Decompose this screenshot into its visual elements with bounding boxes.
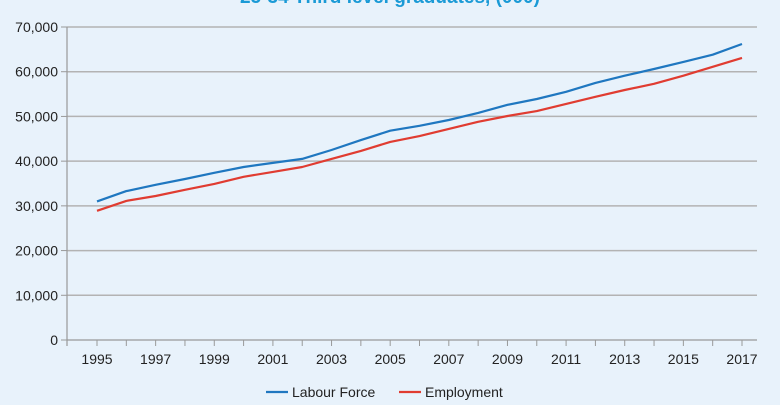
x-tick-label: 2005 <box>375 351 406 367</box>
y-tick-label: 70,000 <box>15 19 58 35</box>
x-tick-label: 2003 <box>316 351 347 367</box>
x-tick-label: 2015 <box>668 351 699 367</box>
y-tick-label: 0 <box>50 332 58 348</box>
series-line-labour-force <box>96 42 743 203</box>
legend-label: Employment <box>425 384 503 400</box>
y-tick-label: 40,000 <box>15 153 58 169</box>
x-tick-label: 2009 <box>492 351 523 367</box>
series-line-employment <box>96 56 743 212</box>
legend-label: Labour Force <box>292 384 375 400</box>
x-tick-label: 2011 <box>551 351 581 367</box>
x-tick-label: 1999 <box>199 351 230 367</box>
x-tick-label: 1997 <box>140 351 171 367</box>
y-tick-label: 10,000 <box>15 287 58 303</box>
y-tick-label: 20,000 <box>15 243 58 259</box>
x-tick-label: 2001 <box>257 351 288 367</box>
x-tick-label: 2007 <box>433 351 464 367</box>
x-tick-label: 2013 <box>609 351 640 367</box>
y-tick-label: 50,000 <box>15 108 58 124</box>
x-tick-label: 1995 <box>81 351 112 367</box>
x-tick-label: 2017 <box>726 351 757 367</box>
chart-title: 25-34 Third level graduates, (000) <box>0 0 780 9</box>
y-tick-label: 30,000 <box>15 198 58 214</box>
y-tick-label: 60,000 <box>15 64 58 80</box>
